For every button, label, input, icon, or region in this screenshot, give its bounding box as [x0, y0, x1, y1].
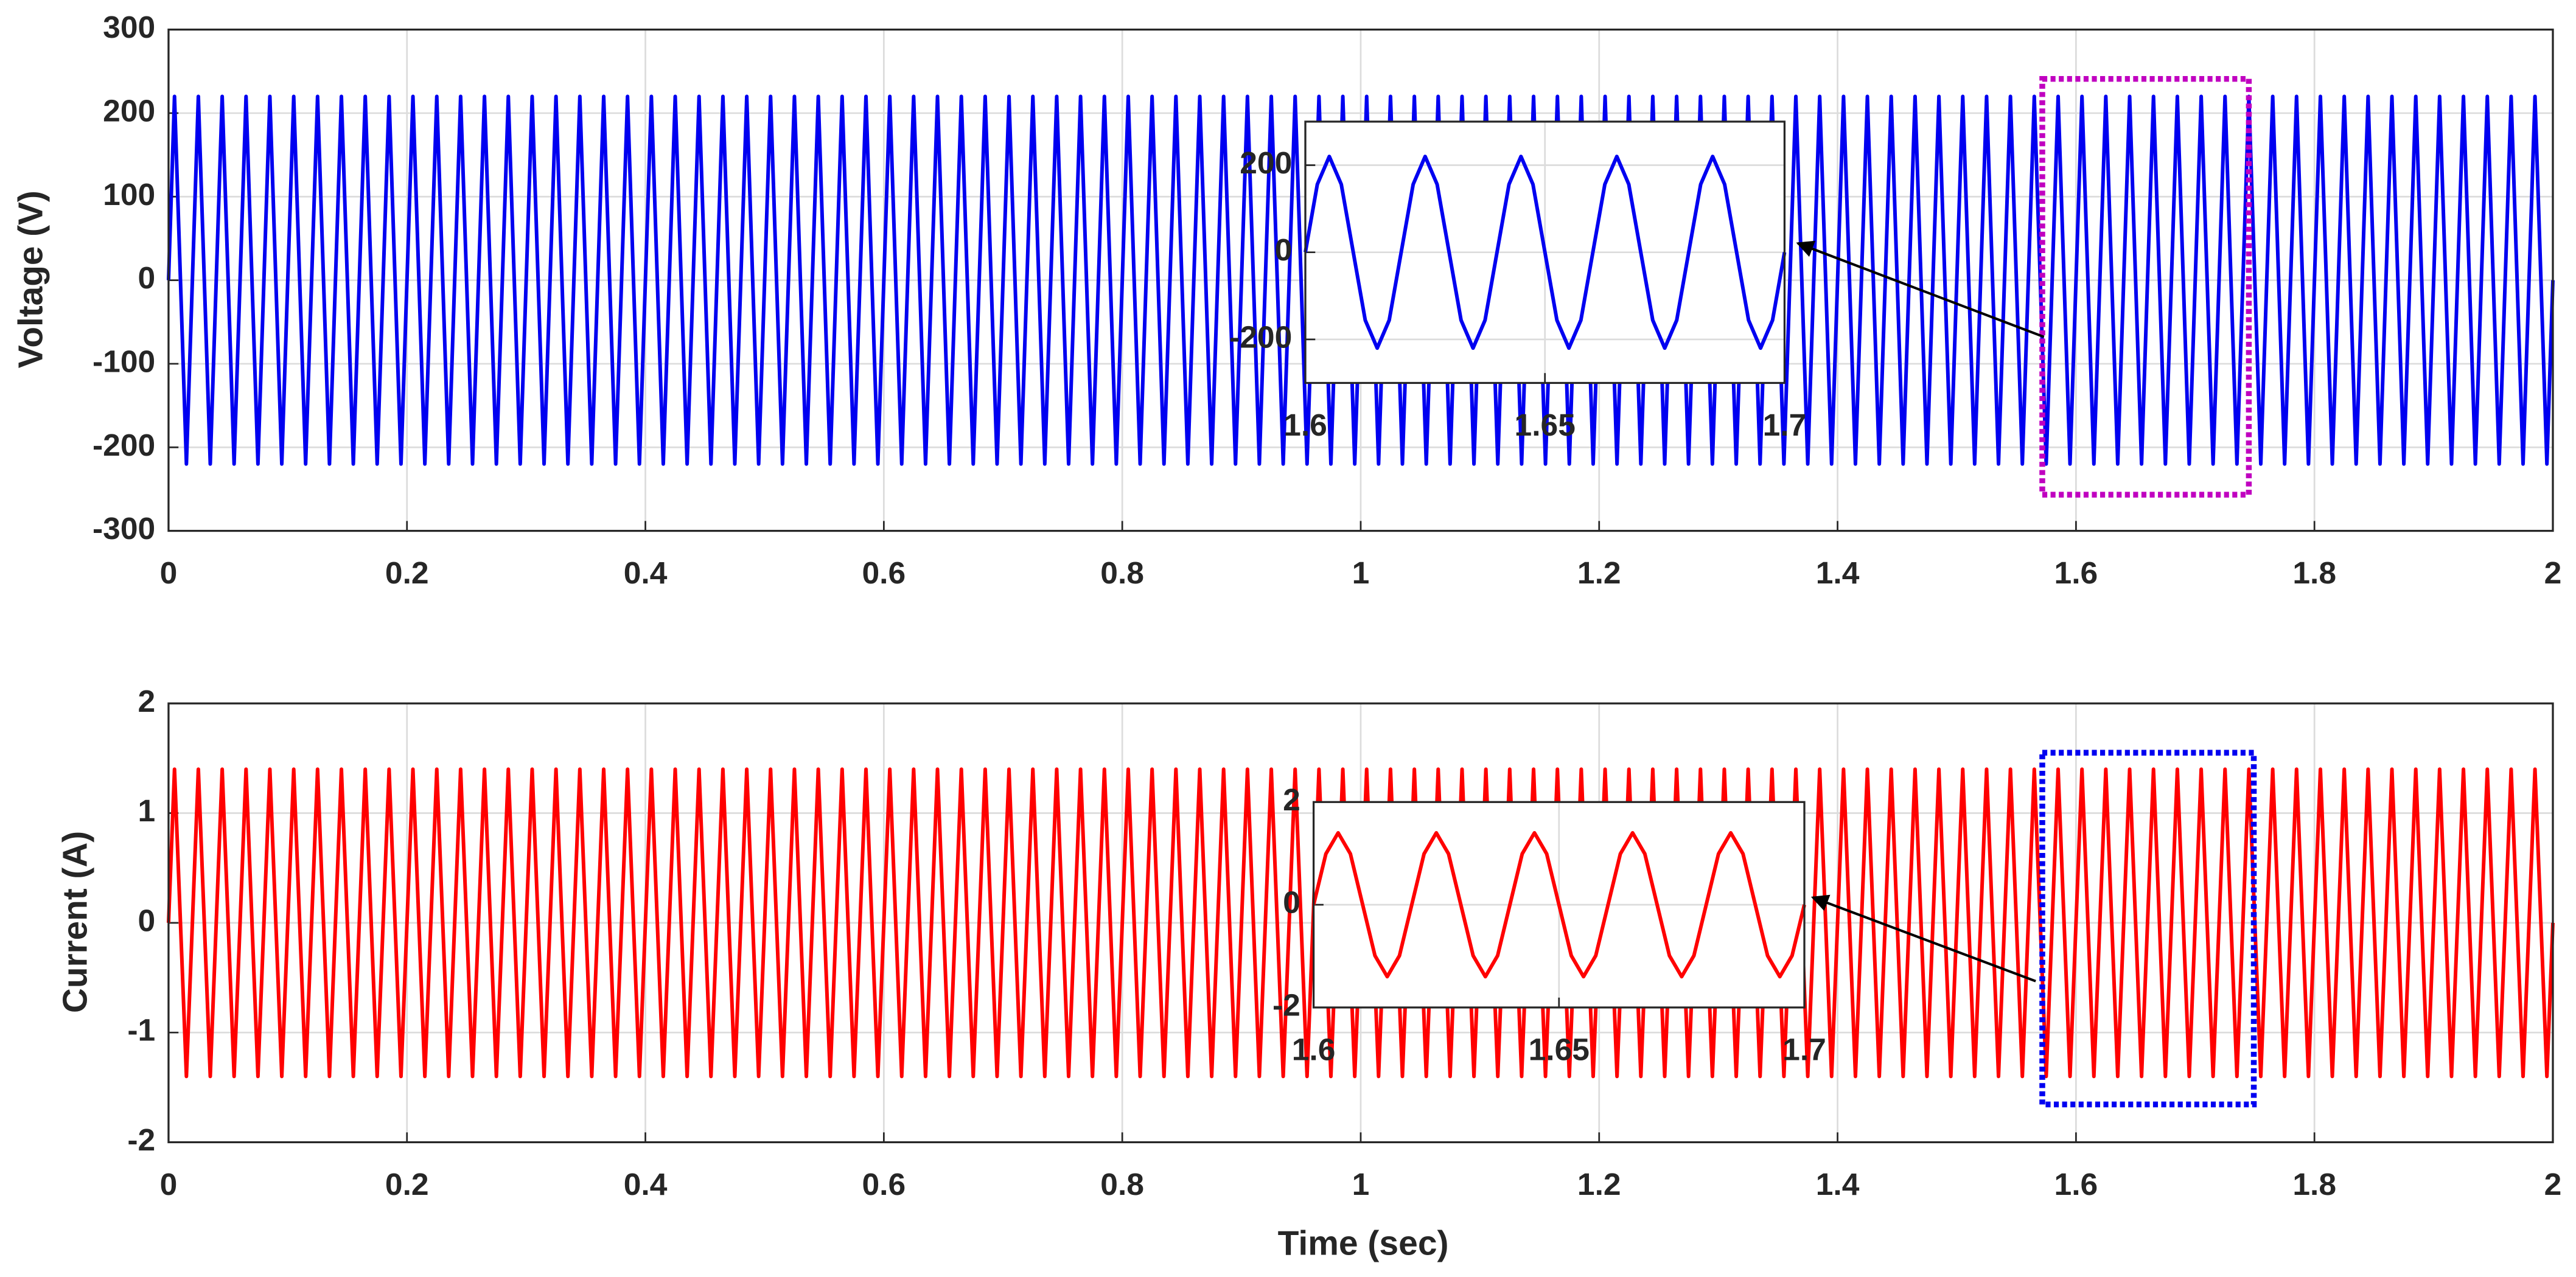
x-tick-label: 0	[160, 1166, 178, 1202]
zoom-region	[2039, 750, 2257, 1108]
y-tick-label: -100	[92, 344, 155, 379]
axes-box	[1312, 801, 1806, 1009]
x-tick-label: 0.8	[1100, 1166, 1144, 1202]
x-tick-label: 0.2	[385, 555, 429, 590]
y-tick-label: -300	[92, 510, 155, 546]
x-tick-label: 1.7	[1763, 407, 1807, 442]
x-tick-label: 1.4	[1816, 1166, 1860, 1202]
x-tick-label: 1	[1352, 555, 1370, 590]
inset-axes: 1.6 1.65 1.7 -2 0 2	[1272, 782, 1826, 1066]
signal-line	[1311, 830, 1806, 979]
y-tick-label: -2	[1272, 987, 1300, 1023]
y-axis-label: Current (A)	[57, 831, 95, 1013]
y-tick-label: -200	[92, 427, 155, 462]
x-tick-label: 0	[160, 555, 178, 590]
x-tick-label: 2	[2544, 555, 2562, 590]
x-tick-label: 0.6	[862, 555, 906, 590]
zoom-arrow	[1810, 894, 2036, 983]
y-tick-label: 0	[1275, 232, 1293, 267]
y-tick-label: 200	[1240, 145, 1292, 180]
x-tick-label: 1.8	[2292, 1166, 2336, 1202]
x-tick-label: 0.6	[862, 1166, 906, 1202]
signal-line	[1304, 155, 1787, 350]
x-tick-label: 1.6	[1292, 1032, 1336, 1067]
x-tick-label: 0.2	[385, 1166, 429, 1202]
y-tick-label: 100	[103, 176, 155, 212]
axes-box	[167, 702, 2554, 1144]
y-tick-label: 0	[1283, 885, 1300, 920]
x-tick-label: 1.7	[1782, 1032, 1826, 1067]
x-tick-label: 1.8	[2292, 555, 2336, 590]
y-axis-label: Voltage (V)	[12, 190, 50, 368]
x-tick-label: 1.6	[2054, 555, 2098, 590]
x-tick-label: 1.6	[1283, 407, 1327, 442]
y-tick-label: 0	[138, 260, 156, 295]
axes-box	[167, 29, 2554, 532]
x-tick-label: 1.2	[1577, 1166, 1621, 1202]
x-tick-label: 0.4	[624, 1166, 668, 1202]
inset-axes: 1.6 1.65 1.7 -200 0 200	[1229, 120, 1807, 442]
y-tick-label: -200	[1229, 319, 1292, 355]
x-tick-label: 1.65	[1515, 407, 1576, 442]
zoom-region	[2039, 75, 2252, 498]
x-tick-label: 0.4	[624, 555, 668, 590]
x-tick-label: 1.65	[1529, 1032, 1590, 1067]
axes-box	[1304, 120, 1786, 384]
zoom-arrow	[1796, 240, 2045, 338]
x-tick-label: 1.6	[2054, 1166, 2098, 1202]
y-tick-label: 2	[1283, 782, 1300, 817]
x-tick-label: 1.4	[1816, 555, 1860, 590]
axes: 0 0.2 0.4 0.6 0.8 1 1.2 1.4 1.6 1.8 2 -300 -200 -100 0…	[12, 9, 2561, 590]
y-tick-label: 200	[103, 93, 155, 128]
x-axis-label: Time (sec)	[1278, 1225, 1449, 1263]
y-tick-label: -1	[127, 1012, 155, 1048]
y-tick-label: -2	[127, 1122, 155, 1157]
y-tick-label: 1	[138, 793, 156, 828]
y-tick-label: 0	[138, 903, 156, 938]
x-tick-label: 1	[1352, 1166, 1370, 1202]
x-tick-label: 0.8	[1100, 555, 1144, 590]
x-tick-label: 1.2	[1577, 555, 1621, 590]
x-tick-label: 2	[2544, 1166, 2562, 1202]
y-tick-label: 2	[138, 683, 156, 719]
y-tick-label: 300	[103, 9, 155, 44]
